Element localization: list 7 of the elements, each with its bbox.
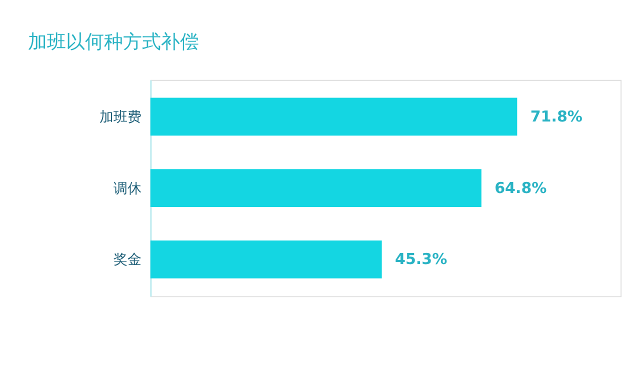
- data-label: 71.8%: [530, 107, 582, 126]
- y-tick-label: 加班费: [100, 109, 142, 126]
- y-tick-label: 奖金: [114, 252, 142, 268]
- data-label: 45.3%: [394, 250, 448, 268]
- y-tick-label: 调休: [114, 180, 142, 197]
- data-label: 64.8%: [494, 178, 547, 197]
- chart-title: 加班以何种方式补偿: [28, 30, 200, 53]
